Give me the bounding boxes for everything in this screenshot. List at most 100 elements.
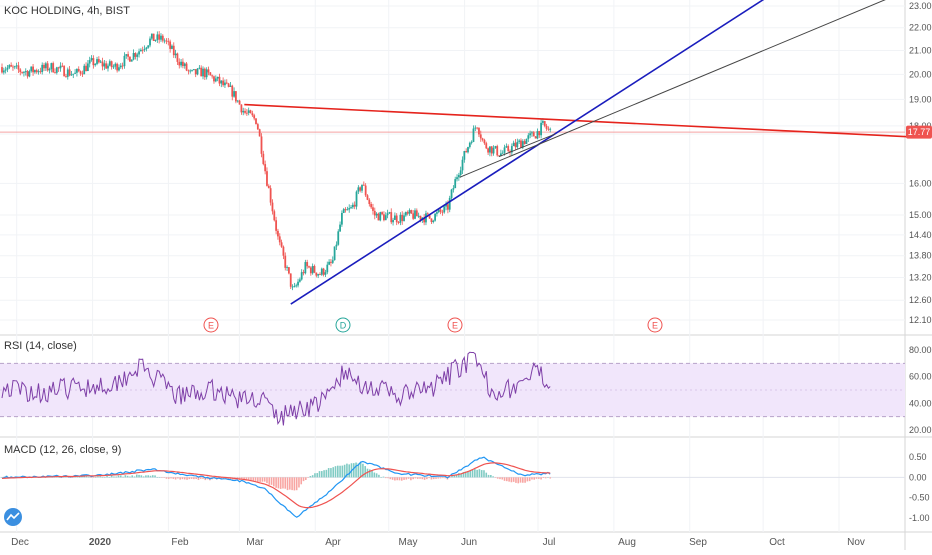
candle-body xyxy=(33,70,36,73)
candle-body xyxy=(408,210,411,214)
event-marker-text: D xyxy=(340,321,347,331)
event-marker-dividend[interactable]: D xyxy=(335,317,351,333)
candle-body xyxy=(534,136,537,139)
rsi-axis-tick: 20.00 xyxy=(909,425,932,435)
candle-body xyxy=(1,67,3,73)
candle-body xyxy=(518,140,521,142)
candle-body xyxy=(108,61,111,66)
candle-body xyxy=(341,212,343,225)
event-marker-earnings-3[interactable]: E xyxy=(647,317,663,333)
candle-body xyxy=(368,199,371,205)
candle-body xyxy=(191,69,193,71)
candle-body xyxy=(214,78,217,82)
macd-histogram-bar xyxy=(103,477,106,478)
candle-body xyxy=(99,61,102,63)
macd-label[interactable]: MACD (12, 26, close, 9) xyxy=(4,444,121,456)
event-marker-earnings-1[interactable]: E xyxy=(203,317,219,333)
price-axis-tick: 20.00 xyxy=(909,69,932,79)
macd-histogram-bar xyxy=(81,476,83,478)
macd-histogram-bar xyxy=(515,477,517,483)
macd-histogram-bar xyxy=(394,477,396,481)
event-marker-earnings-2[interactable]: E xyxy=(447,317,463,333)
candle-body xyxy=(267,185,270,189)
candle-body xyxy=(112,66,115,68)
macd-histogram-bar xyxy=(76,476,79,478)
candle-body xyxy=(200,67,203,77)
macd-histogram-bar xyxy=(199,477,202,479)
macd-histogram-bar xyxy=(300,477,303,485)
macd-histogram-bar xyxy=(193,477,195,480)
macd-histogram-bar xyxy=(357,463,360,478)
macd-histogram-bar xyxy=(177,477,179,479)
candle-body xyxy=(110,61,113,67)
candle-body xyxy=(55,67,58,73)
candle-body xyxy=(330,261,332,263)
trendlines-layer[interactable] xyxy=(244,0,911,305)
macd-histogram-bar xyxy=(135,474,138,478)
candle-body xyxy=(160,35,162,40)
candle-body xyxy=(404,212,407,216)
rsi-label[interactable]: RSI (14, close) xyxy=(4,340,77,352)
macd-histogram-bar xyxy=(67,477,70,478)
macd-histogram-bar xyxy=(375,473,378,478)
candle-body xyxy=(448,198,451,210)
candle-body xyxy=(269,188,272,203)
candle-body xyxy=(156,34,159,40)
candle-body xyxy=(90,58,93,61)
candle-body xyxy=(510,146,513,153)
candle-body xyxy=(46,63,49,71)
trendline-blue-1[interactable] xyxy=(290,0,773,305)
macd-histogram-bar xyxy=(245,477,248,481)
candle-body xyxy=(65,76,67,78)
candle-body xyxy=(13,66,16,68)
candle-body xyxy=(373,210,376,216)
macd-histogram-bar xyxy=(277,477,280,489)
candle-body xyxy=(213,76,215,82)
candle-body xyxy=(48,69,51,71)
candle-body xyxy=(309,267,312,274)
macd-histogram-bar xyxy=(145,475,147,478)
candle-body xyxy=(414,210,416,219)
candle-body xyxy=(152,33,155,41)
macd-histogram-bar xyxy=(549,477,552,479)
price-axis-tick: 15.00 xyxy=(909,210,932,220)
candle-body xyxy=(68,69,71,76)
trendline-grey-3[interactable] xyxy=(498,133,556,158)
macd-histogram-bar xyxy=(101,477,104,478)
macd-histogram-bar xyxy=(496,477,499,479)
macd-histogram-bar xyxy=(117,475,120,478)
candle-body xyxy=(521,141,524,148)
candle-body xyxy=(132,53,135,60)
candle-body xyxy=(63,66,66,77)
event-marker-text: E xyxy=(208,321,214,331)
candle-body xyxy=(454,179,457,189)
candle-body xyxy=(523,141,526,144)
candle-body xyxy=(359,187,362,191)
macd-histogram-bar xyxy=(261,477,264,482)
candle-body xyxy=(255,118,257,125)
macd-histogram-bar xyxy=(414,477,417,479)
candle-body xyxy=(284,255,287,268)
candle-body xyxy=(2,70,5,73)
candle-body xyxy=(419,215,422,220)
candle-body xyxy=(459,170,462,175)
macd-histogram-bar xyxy=(506,477,508,482)
candle-body xyxy=(428,214,431,219)
candle-body xyxy=(315,272,318,276)
candle-body xyxy=(501,152,504,154)
macd-histogram-bar xyxy=(387,477,389,479)
candle-body xyxy=(355,191,358,207)
tradingview-logo[interactable] xyxy=(4,508,22,526)
candle-body xyxy=(463,151,466,160)
candle-body xyxy=(516,141,519,148)
candle-body xyxy=(273,211,276,221)
trendline-grey-2[interactable] xyxy=(459,0,896,178)
macd-histogram-bar xyxy=(451,475,453,478)
trendline-red-0[interactable] xyxy=(244,103,911,138)
macd-histogram-bar xyxy=(517,477,520,484)
macd-histogram-bar xyxy=(410,477,412,481)
macd-histogram-bar xyxy=(286,477,289,491)
candle-body xyxy=(388,212,391,214)
candle-body xyxy=(52,63,55,73)
